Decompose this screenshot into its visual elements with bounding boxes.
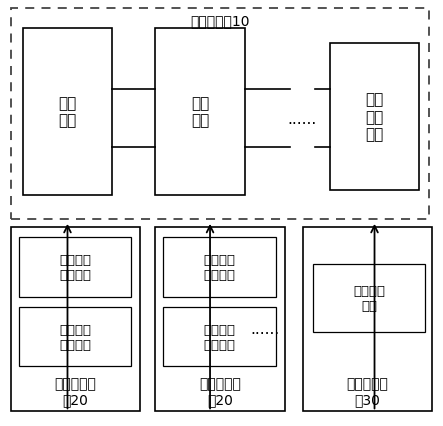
- Bar: [155, 227, 285, 412]
- Bar: [303, 227, 432, 412]
- Text: 末级
功率
模块: 末级 功率 模块: [365, 92, 384, 142]
- Text: 电流内环
控制环路: 电流内环 控制环路: [59, 253, 91, 281]
- Text: ......: ......: [250, 321, 280, 337]
- Bar: [330, 43, 420, 190]
- Text: 前级控制模
块20: 前级控制模 块20: [54, 377, 97, 406]
- Text: 电压外环
控制环路: 电压外环 控制环路: [59, 323, 91, 351]
- Bar: [11, 9, 429, 219]
- Bar: [19, 307, 131, 367]
- Text: 功率
模块: 功率 模块: [191, 96, 209, 128]
- Bar: [155, 29, 245, 196]
- Text: 电压外环
控制环路: 电压外环 控制环路: [203, 323, 236, 351]
- Text: 末级控制模
块30: 末级控制模 块30: [346, 377, 389, 406]
- Bar: [11, 227, 140, 412]
- Text: ......: ......: [287, 112, 316, 127]
- Bar: [313, 264, 425, 332]
- Bar: [163, 307, 276, 367]
- Text: 电流内环
控制环路: 电流内环 控制环路: [203, 253, 236, 281]
- Text: 功率
模块: 功率 模块: [58, 96, 77, 128]
- Bar: [163, 237, 276, 297]
- Bar: [23, 29, 113, 196]
- Text: 多级变换器10: 多级变换器10: [190, 14, 250, 29]
- Text: 电流控制
环路: 电流控制 环路: [353, 284, 385, 312]
- Text: 前级控制模
块20: 前级控制模 块20: [199, 377, 241, 406]
- Bar: [19, 237, 131, 297]
